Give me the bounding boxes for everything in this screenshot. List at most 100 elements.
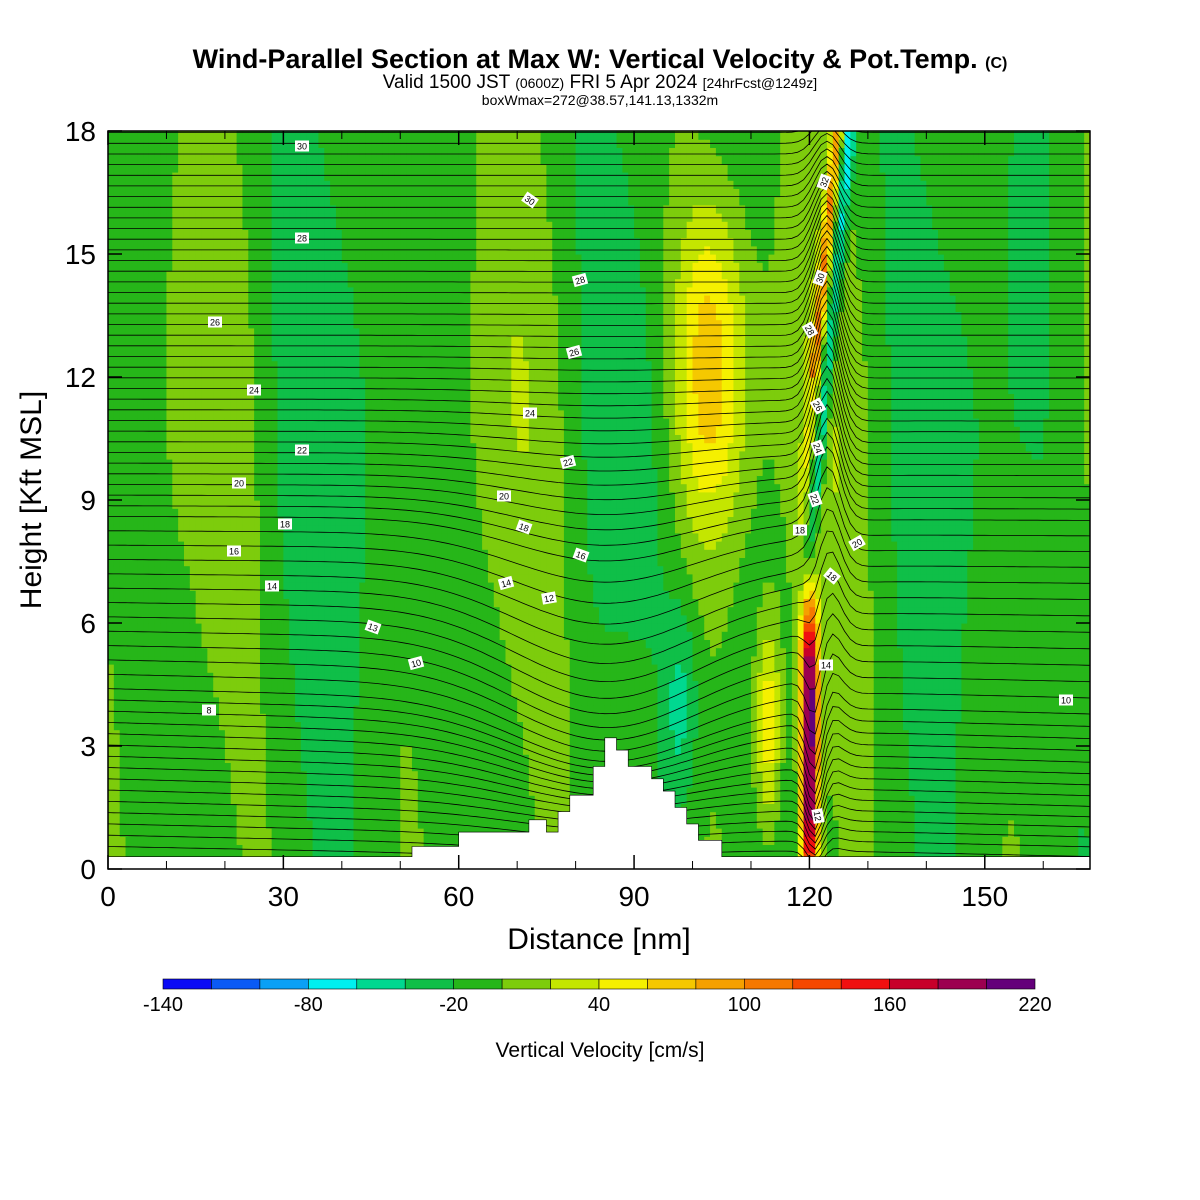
w-cell [183,213,191,222]
w-cell [382,180,390,189]
w-cell [125,131,132,140]
w-cell [406,319,413,329]
w-cell [289,409,296,419]
w-cell [335,549,343,558]
w-cell [183,295,191,304]
w-cell [172,688,179,698]
w-cell [207,442,214,452]
w-cell [219,664,226,673]
w-cell [236,270,244,280]
w-cell [154,614,162,624]
w-cell [207,172,214,181]
w-cell [429,803,436,813]
w-cell [300,582,308,591]
w-cell [160,311,168,321]
w-cell [154,467,162,476]
w-cell [359,828,366,837]
w-cell [148,204,156,214]
w-cell [230,377,238,386]
w-cell [160,147,168,157]
w-cell [219,680,226,690]
w-cell [259,811,267,821]
w-cell [406,705,413,714]
w-cell [429,737,436,747]
w-cell [108,295,115,304]
w-cell [207,787,214,796]
w-cell [131,180,138,189]
w-cell [330,795,337,804]
w-cell [131,172,138,181]
w-cell [143,401,150,411]
w-cell [330,426,337,435]
w-cell [172,655,179,665]
w-cell [125,754,132,763]
w-cell [160,188,168,198]
w-cell [300,746,308,755]
w-cell [248,147,255,157]
w-cell [371,631,378,640]
w-cell [283,401,290,411]
w-cell [376,393,384,403]
w-cell [388,696,396,706]
w-cell [131,836,138,845]
w-cell [365,729,372,739]
w-cell [119,237,127,247]
w-cell [148,377,156,386]
w-cell [312,680,320,690]
w-cell [201,565,208,575]
w-cell [341,655,349,665]
w-cell [183,360,191,370]
w-cell [131,131,138,140]
w-cell [371,688,378,698]
w-cell [376,377,384,386]
w-cell [160,295,168,304]
w-cell [259,787,267,796]
w-cell [271,270,279,280]
w-cell [271,327,279,337]
w-cell [289,311,296,321]
w-cell [318,672,325,681]
w-cell [154,163,162,173]
w-cell [330,385,337,394]
w-cell [154,582,162,591]
w-cell [172,770,179,780]
w-cell [353,147,360,157]
w-cell [312,770,320,780]
w-cell [108,795,115,804]
w-cell [347,368,355,378]
w-cell [259,204,267,214]
w-cell [242,721,249,731]
w-cell [148,573,156,583]
w-cell [189,188,197,198]
w-cell [219,172,226,181]
w-cell [213,409,220,419]
w-cell [137,172,144,181]
w-cell [230,655,238,665]
w-cell [417,344,425,353]
w-cell [172,680,179,690]
w-cell [406,721,413,731]
w-cell [365,828,372,837]
w-cell [125,393,132,403]
w-cell [365,426,372,435]
w-cell [119,631,127,640]
w-cell [113,590,121,599]
w-cell [108,623,115,632]
w-cell [160,163,168,173]
w-cell [417,131,425,140]
w-cell [172,639,179,649]
w-cell [224,229,232,239]
w-cell [330,295,337,304]
w-cell [201,213,208,222]
w-cell [289,803,296,813]
w-cell [219,811,226,821]
w-cell [242,450,249,460]
w-cell [417,286,425,296]
w-cell [400,450,407,460]
w-cell [400,319,407,329]
w-cell [154,680,162,690]
w-cell [382,787,390,796]
w-cell [213,475,220,485]
w-cell [137,319,144,329]
w-cell [382,696,390,706]
